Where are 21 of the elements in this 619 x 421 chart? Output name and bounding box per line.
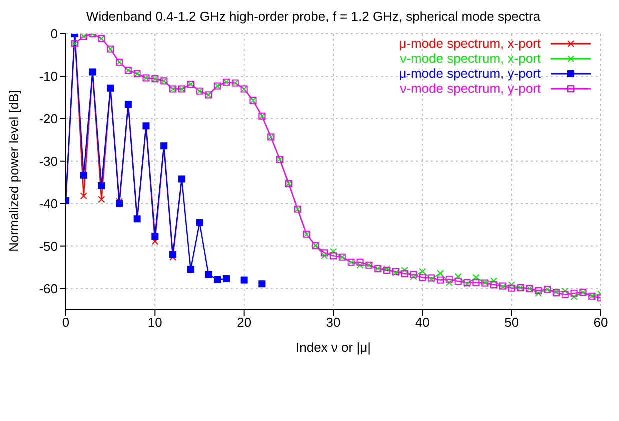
y-tick-label: -50 [39,238,58,254]
y-tick-label: -60 [39,281,58,296]
y-axis-title: Normalized power level [dB] [6,90,22,252]
chart-title: Widenband 0.4-1.2 GHz high-order probe, f = 1.2 GHz, spherical mode spectra [85,8,542,26]
y-tick-label: 0 [50,26,58,42]
legend-label: ν-mode spectrum, y-port [400,81,541,96]
y-tick-label: -30 [39,154,58,169]
x-axis-title: Index ν or |μ| [296,340,371,355]
x-tick-label: 50 [504,315,520,330]
y-tick-label: -10 [39,69,58,84]
legend-label: μ-mode spectrum, x-port [399,36,541,51]
x-tick-label: 20 [237,315,252,330]
y-tick-label: -20 [39,112,58,127]
x-tick-label: 0 [62,315,70,330]
x-tick-label: 40 [415,315,430,330]
legend-label: μ-mode spectrum, y-port [399,66,541,81]
legend-label: ν-mode spectrum, x-port [400,51,541,66]
x-tick-label: 30 [326,315,341,330]
x-tick-label: 60 [594,315,608,330]
y-tick-label: -40 [39,196,58,212]
x-tick-label: 10 [148,315,162,330]
